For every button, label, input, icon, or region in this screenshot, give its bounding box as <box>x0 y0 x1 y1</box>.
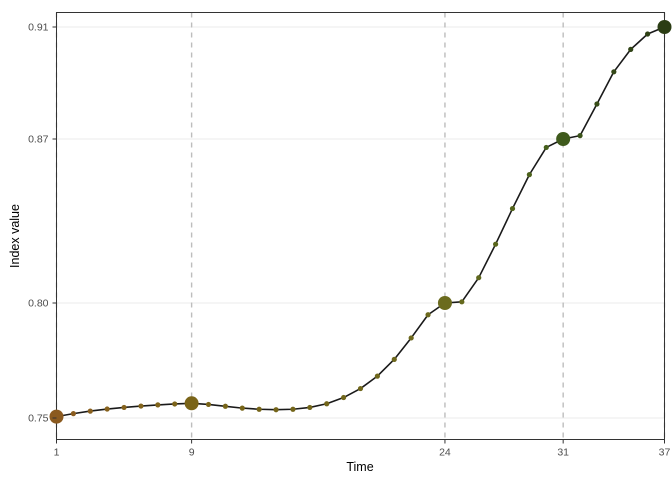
data-point <box>121 404 127 411</box>
data-point <box>476 275 482 281</box>
data-point <box>594 101 600 107</box>
x-axis-title: Time <box>346 460 373 474</box>
data-point <box>155 402 161 408</box>
x-axis-tick-labels: 1 9 24 31 37 <box>54 447 671 459</box>
y-axis-ticks <box>52 26 57 419</box>
data-point <box>543 144 549 151</box>
data-point <box>87 408 93 414</box>
data-point <box>526 172 532 178</box>
data-point <box>307 404 313 411</box>
y-axis-tick-labels: 0.75 0.80 0.87 0.91 <box>28 22 49 425</box>
data-point <box>341 394 347 401</box>
data-point <box>357 385 364 392</box>
data-point <box>239 405 245 411</box>
y-tick-label: 0.87 <box>28 134 49 146</box>
data-point <box>70 411 76 417</box>
highlight-point-9 <box>184 396 199 411</box>
x-tick-label: 31 <box>557 447 569 459</box>
data-point <box>493 241 499 247</box>
plot-panel-background <box>56 12 665 440</box>
data-point <box>577 133 583 139</box>
data-point <box>509 205 516 212</box>
data-point <box>391 356 397 362</box>
data-point <box>645 31 651 37</box>
data-point <box>425 312 431 318</box>
plot-panel-border <box>56 12 665 440</box>
highlight-point-37 <box>657 20 672 34</box>
x-tick-label: 9 <box>189 447 195 459</box>
x-axis-ticks <box>56 439 665 444</box>
y-axis-title: Index value <box>8 204 22 268</box>
data-points-highlighted <box>49 20 672 424</box>
highlight-point-24 <box>437 296 452 310</box>
highlight-point-1 <box>49 409 64 424</box>
x-tick-label: 37 <box>659 447 671 459</box>
data-point <box>205 401 212 408</box>
data-point <box>172 401 178 407</box>
data-point <box>324 401 330 407</box>
data-point <box>408 335 414 341</box>
data-points-small <box>70 31 651 417</box>
x-tick-label: 1 <box>54 447 60 459</box>
y-tick-label: 0.75 <box>28 413 49 425</box>
data-point <box>628 46 634 53</box>
data-point <box>611 69 617 75</box>
data-point <box>459 299 465 305</box>
highlight-point-31 <box>556 132 571 146</box>
data-point <box>138 403 144 409</box>
data-point <box>104 406 110 412</box>
y-tick-label: 0.80 <box>28 298 49 310</box>
data-point <box>290 406 296 412</box>
data-point <box>374 373 380 379</box>
data-point <box>222 403 228 409</box>
data-point <box>256 406 262 412</box>
data-point <box>273 407 279 413</box>
x-tick-label: 24 <box>439 447 451 459</box>
y-tick-label: 0.91 <box>28 22 49 34</box>
